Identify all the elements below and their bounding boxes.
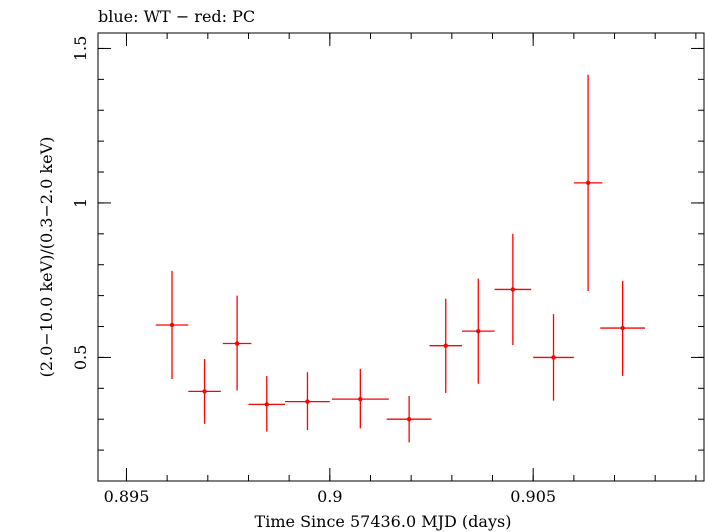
data-point — [462, 278, 495, 384]
data-point — [533, 314, 574, 401]
data-point-marker — [476, 328, 481, 334]
data-point-marker — [510, 287, 516, 292]
data-point-marker — [264, 402, 269, 407]
x-tick-label: 0.9 — [317, 487, 342, 506]
data-point — [222, 295, 252, 391]
x-axis: 0.895 0.9 0.905 — [104, 33, 697, 506]
data-point — [600, 280, 646, 376]
x-tick-label: 0.905 — [510, 487, 556, 506]
y-axis-label: (2.0−10.0 keV)/(0.3−2.0 keV) — [37, 137, 56, 378]
data-point — [188, 358, 221, 424]
data-point — [155, 270, 189, 380]
data-point — [573, 74, 603, 291]
x-axis-label: Time Since 57436.0 MJD (days) — [255, 512, 512, 531]
plot-frame — [97, 32, 705, 482]
data-point-marker — [406, 417, 412, 422]
data-point-marker — [551, 355, 556, 360]
data-point-marker — [169, 322, 175, 328]
data-point-marker — [358, 396, 363, 402]
data-point-marker — [305, 399, 310, 404]
data-point-marker — [443, 343, 448, 348]
data-point — [386, 396, 432, 443]
data-point-marker — [234, 341, 240, 346]
data-point-marker — [620, 325, 625, 331]
y-tick-label: 1 — [71, 198, 90, 208]
y-tick-label: 1.5 — [71, 36, 90, 61]
y-axis: 0.5 1 1.5 — [71, 36, 704, 482]
x-tick-label: 0.895 — [104, 487, 150, 506]
data-point — [429, 298, 463, 393]
data-point — [494, 233, 532, 346]
data-point — [248, 375, 286, 432]
data-point — [331, 368, 389, 429]
y-tick-label: 0.5 — [71, 345, 90, 370]
chart-title: blue: WT − red: PC — [98, 7, 255, 26]
data-point — [285, 372, 330, 431]
series-pc — [155, 74, 646, 443]
data-series — [155, 74, 646, 443]
data-point-marker — [585, 180, 591, 186]
data-point-marker — [202, 389, 207, 394]
